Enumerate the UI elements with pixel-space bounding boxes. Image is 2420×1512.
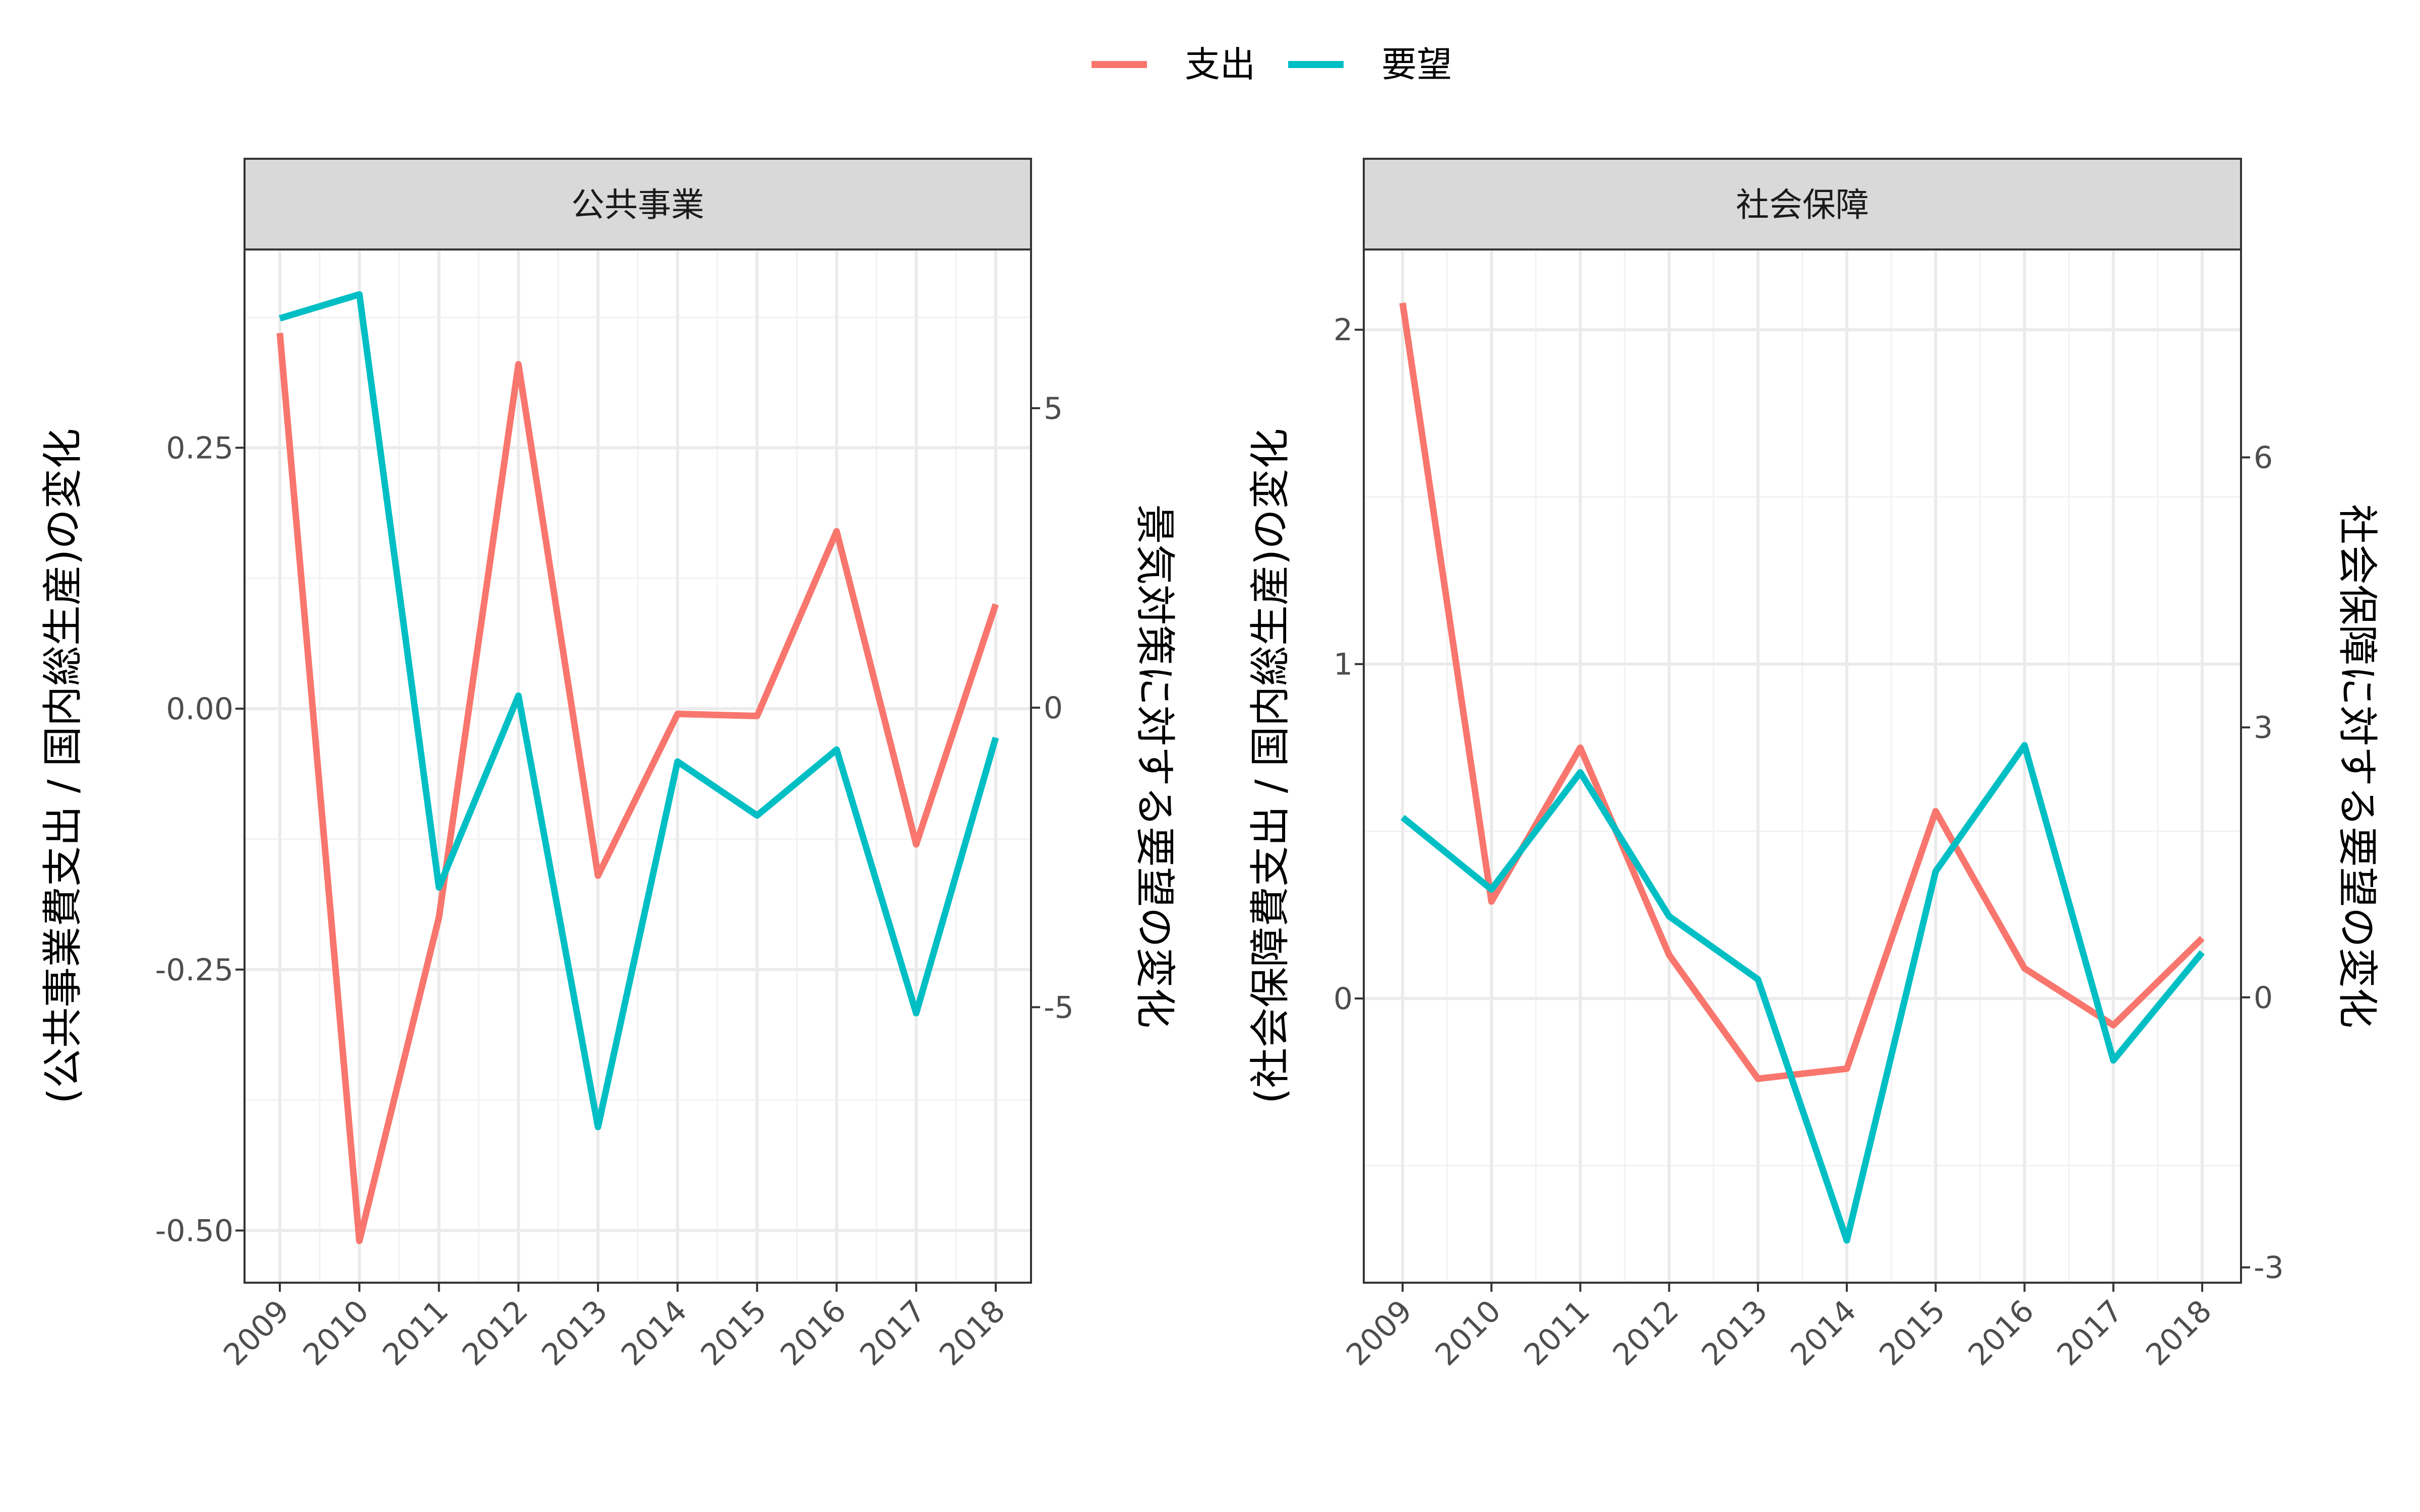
facet-strip: 公共事業 bbox=[244, 158, 1032, 250]
x-tick-label: 2011 bbox=[376, 1293, 455, 1372]
y-axis-title-right: 社会保障に対する要望の変化 bbox=[2334, 504, 2381, 1028]
x-axis: 2009 2010 2011 2012 2013 2014 2015 2016 2017 2018 bbox=[1340, 1283, 2219, 1373]
gridlines bbox=[1364, 249, 2241, 1283]
x-tick-label: 2010 bbox=[296, 1293, 376, 1372]
x-tick-label: 2012 bbox=[1606, 1293, 1685, 1372]
y-tick-label: 2 bbox=[1334, 312, 1353, 348]
series-line-spending bbox=[1399, 302, 2205, 1082]
strip-label: 社会保障 bbox=[1736, 185, 1869, 224]
left-y-axis: 0 1 2 bbox=[1334, 312, 1364, 1017]
x-tick-label: 2013 bbox=[535, 1293, 614, 1372]
x-tick-label: 2017 bbox=[853, 1293, 932, 1372]
y-tick-label: -0.50 bbox=[155, 1213, 233, 1248]
legend-label: 要望 bbox=[1381, 44, 1452, 85]
legend-label: 支出 bbox=[1185, 44, 1255, 85]
y-tick-label: -0.25 bbox=[155, 953, 233, 988]
x-tick-label: 2014 bbox=[615, 1293, 694, 1372]
x-tick-label: 2018 bbox=[933, 1293, 1012, 1372]
x-tick-label: 2010 bbox=[1428, 1293, 1507, 1372]
facet-strip: 社会保障 bbox=[1363, 158, 2242, 250]
y-tick-label: -3 bbox=[2254, 1250, 2284, 1286]
right-y-axis: -3 0 3 6 bbox=[2241, 440, 2284, 1286]
panel-2: 社会保障 0 1 2 -3 0 3 6 2009 2010 2011 2012 2013 2014 2015… bbox=[1247, 158, 2381, 1373]
y-axis-title-left: (社会保障費支出 / 国内総生産)の変化 bbox=[1247, 428, 1294, 1104]
y-tick-label: -5 bbox=[1044, 990, 1074, 1025]
x-axis: 2009 2010 2011 2012 2013 2014 2015 2016 2017 2018 bbox=[217, 1283, 1012, 1373]
x-tick-label: 2009 bbox=[1340, 1293, 1419, 1372]
y-tick-label: 0 bbox=[1334, 981, 1353, 1017]
right-y-axis: -5 0 5 bbox=[1031, 391, 1074, 1025]
x-tick-label: 2015 bbox=[694, 1293, 773, 1372]
y-tick-label: 5 bbox=[1044, 391, 1063, 426]
x-tick-label: 2011 bbox=[1518, 1293, 1597, 1372]
x-tick-label: 2015 bbox=[1872, 1293, 1952, 1372]
x-tick-label: 2009 bbox=[217, 1293, 296, 1372]
series-line-demand bbox=[279, 291, 999, 1130]
x-tick-label: 2013 bbox=[1695, 1293, 1774, 1372]
legend-item: 要望 bbox=[1288, 44, 1452, 85]
y-axis-title-right: 景気対策に対する要望の変化 bbox=[1131, 504, 1178, 1028]
y-tick-label: 0 bbox=[2254, 980, 2273, 1016]
legend: 支出 要望 bbox=[1092, 44, 1452, 85]
x-tick-label: 2018 bbox=[2139, 1293, 2218, 1372]
y-axis-title-left: (公共事業費支出 / 国内総生産)の変化 bbox=[39, 428, 86, 1104]
strip-background bbox=[244, 158, 1032, 250]
x-tick-label: 2014 bbox=[1784, 1293, 1863, 1372]
x-tick-label: 2016 bbox=[1962, 1293, 2041, 1372]
x-tick-label: 2017 bbox=[2050, 1293, 2130, 1372]
y-tick-label: 6 bbox=[2254, 440, 2273, 476]
x-tick-label: 2012 bbox=[455, 1293, 534, 1372]
left-y-axis: -0.50 -0.25 0.00 0.25 bbox=[155, 430, 245, 1248]
strip-background bbox=[1363, 158, 2242, 250]
legend-item: 支出 bbox=[1092, 44, 1255, 85]
series-line-spending bbox=[276, 333, 999, 1244]
y-tick-label: 0.25 bbox=[166, 430, 233, 466]
y-tick-label: 1 bbox=[1334, 647, 1353, 682]
strip-label: 公共事業 bbox=[571, 185, 704, 224]
x-tick-label: 2016 bbox=[774, 1293, 853, 1372]
y-tick-label: 0 bbox=[1044, 690, 1063, 726]
series-line-demand bbox=[1400, 742, 2205, 1244]
y-tick-label: 3 bbox=[2254, 710, 2273, 745]
y-tick-label: 0.00 bbox=[166, 691, 233, 727]
